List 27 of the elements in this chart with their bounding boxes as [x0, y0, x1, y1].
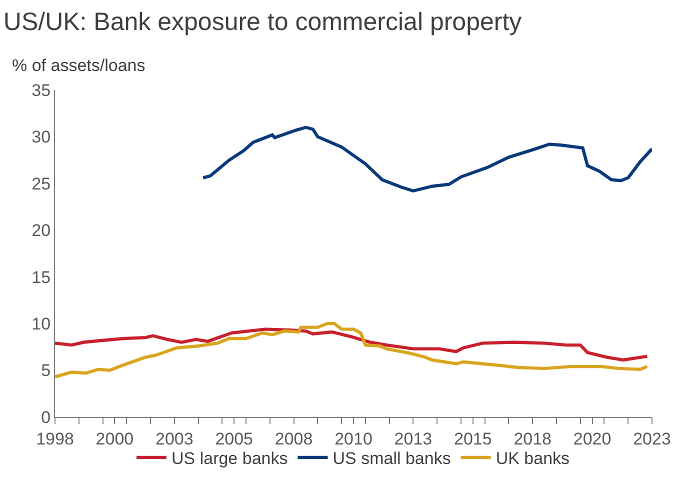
x-tick-label: 2005: [215, 429, 254, 448]
legend-label: UK banks: [496, 449, 570, 468]
y-tick-label: 25: [32, 174, 51, 194]
x-tick-label: 2018: [514, 429, 552, 448]
y-tick-label: 20: [32, 221, 51, 240]
legend-label: US small banks: [332, 449, 451, 468]
y-tick-label: 35: [32, 80, 51, 100]
y-tick-label: 15: [32, 268, 51, 287]
x-tick-label: 2010: [334, 429, 372, 448]
x-tick-label: 2020: [573, 429, 612, 448]
line-series: [55, 322, 649, 378]
chart-title: US/UK: Bank exposure to commercial property: [3, 8, 522, 36]
x-tick-label: 2000: [96, 429, 134, 448]
y-tick-label: 10: [32, 314, 51, 334]
y-tick-label: 5: [41, 361, 51, 380]
legend-label: US large banks: [172, 449, 288, 468]
x-tick-label: 2008: [274, 429, 313, 448]
y-tick-label: 30: [32, 128, 51, 147]
line-series: [201, 126, 652, 192]
y-axis-title: % of assets/loans: [12, 56, 146, 75]
x-tick-label: 2013: [394, 429, 432, 448]
x-tick-label: 1998: [36, 429, 74, 448]
y-tick-label: 0: [41, 408, 51, 427]
line-series: [55, 328, 649, 362]
x-tick-label: 2015: [454, 429, 492, 448]
x-tick-label: 2003: [155, 429, 194, 448]
x-tick-label: 2023: [633, 429, 671, 448]
